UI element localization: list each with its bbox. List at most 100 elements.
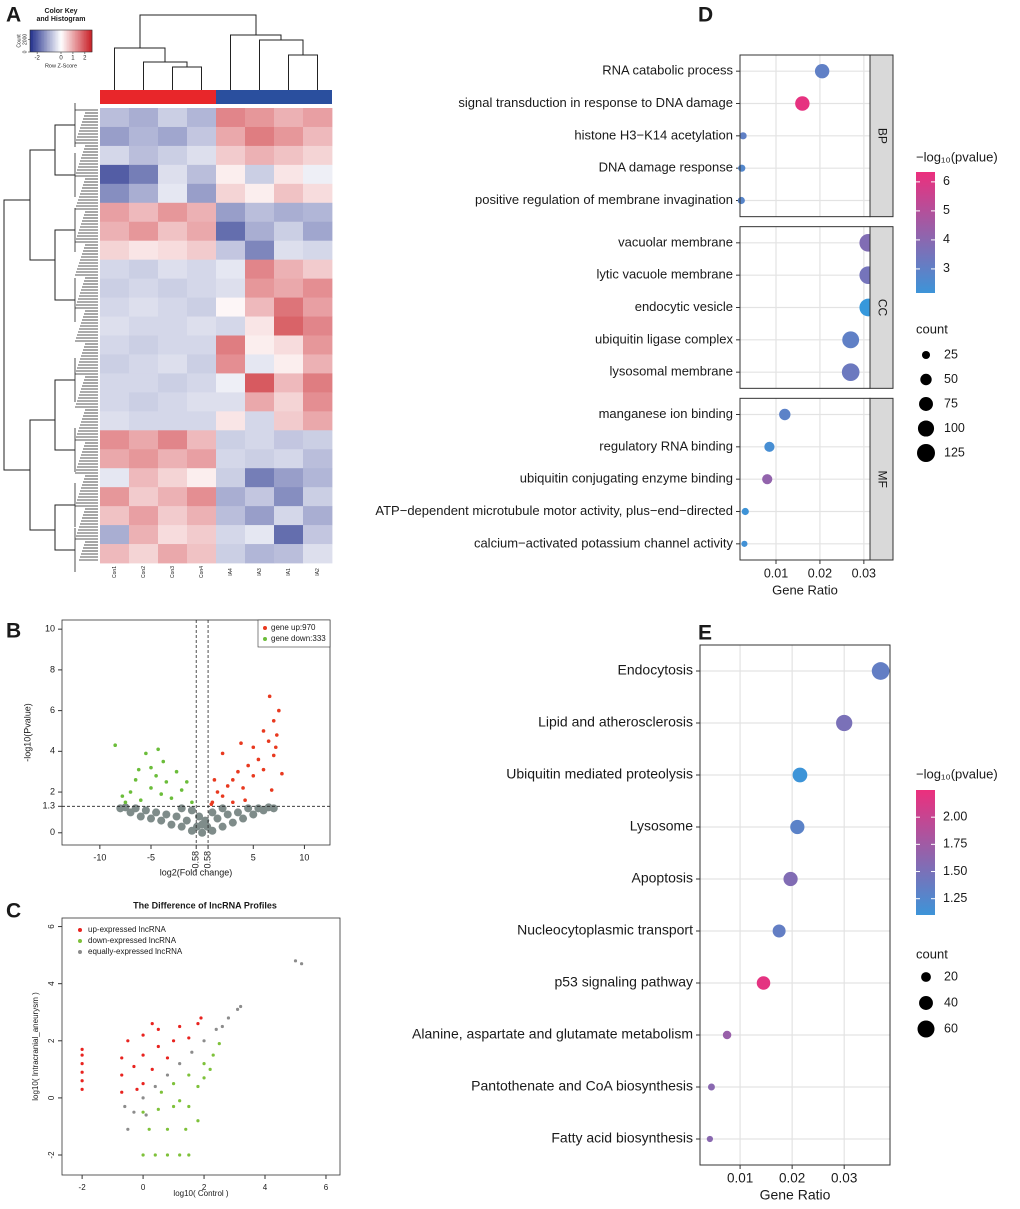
point (202, 1062, 206, 1066)
dot (756, 976, 771, 990)
point (231, 778, 235, 782)
heatmap-cell (274, 145, 304, 166)
point (178, 1099, 182, 1103)
color-bar-label: 2.00 (943, 809, 967, 823)
x-tick-label: 0.02 (808, 566, 832, 580)
legend-marker (263, 637, 267, 641)
point (156, 1107, 160, 1111)
color-key-swatch (71, 30, 74, 52)
point (128, 790, 133, 794)
point (213, 814, 222, 823)
point (243, 798, 247, 803)
heatmap-cell (303, 544, 333, 564)
heatmap-cell (158, 240, 188, 261)
point (220, 794, 225, 798)
heatmap-cell (245, 316, 275, 336)
point (178, 1024, 182, 1029)
color-key-swatch (67, 30, 70, 52)
color-key-swatch (62, 30, 65, 52)
x-tick-label: 6 (324, 1183, 329, 1192)
point (198, 820, 207, 829)
y-tick-label: 6 (47, 924, 56, 929)
heatmap-cell (129, 259, 159, 280)
heatmap-cell (274, 487, 304, 507)
y-axis-label: log10( Intracranial_aneurysm ) (31, 992, 40, 1101)
point (172, 812, 181, 821)
heatmap-cell (274, 430, 304, 450)
size-legend-title: count (916, 321, 948, 336)
panel-letter: C (6, 900, 21, 923)
heatmap-cell (129, 525, 159, 545)
y-tick-label: 0 (50, 827, 55, 837)
color-key-swatch (65, 30, 68, 52)
heatmap-cell (274, 449, 304, 469)
legend-label: up-expressed lncRNA (88, 925, 166, 934)
color-key-swatch (73, 30, 76, 52)
heatmap-cell (100, 164, 130, 185)
heatmap-cell (245, 164, 275, 185)
column-label: IA3 (257, 568, 263, 576)
dot (841, 363, 860, 381)
heatmap-cell (100, 316, 130, 336)
heatmap-cell (100, 183, 130, 204)
point (121, 803, 130, 812)
heatmap-cell (187, 506, 217, 526)
heatmap-cell (129, 202, 159, 223)
point (120, 794, 125, 798)
heatmap-cell (274, 297, 304, 317)
point (220, 1024, 224, 1029)
x-tick-label: 5 (251, 852, 256, 862)
x-tick-label: 0.02 (779, 1171, 805, 1186)
point (171, 1104, 176, 1109)
point (144, 751, 148, 756)
heatmap-cell (100, 202, 130, 223)
panel-letter: A (6, 4, 21, 27)
heatmap-cell (129, 335, 159, 355)
heatmap-cell (158, 183, 188, 204)
y-axis-label: -log10(Pvalue) (22, 703, 32, 762)
point (147, 1127, 151, 1131)
x-tick-label: 0.03 (831, 1171, 857, 1186)
heatmap-cell (187, 240, 217, 261)
heatmap-cell (187, 487, 217, 507)
heatmap-cell (100, 221, 130, 242)
heatmap-cell (100, 145, 130, 166)
heatmap-cell (245, 449, 275, 469)
size-legend-marker (919, 397, 933, 411)
point (233, 808, 242, 817)
point (251, 773, 256, 778)
size-legend-marker (917, 444, 935, 462)
point (249, 810, 258, 819)
heatmap-cell (245, 297, 275, 317)
heatmap-cell (303, 392, 333, 412)
panel-letter: E (698, 622, 712, 645)
heatmap-cell (158, 202, 188, 223)
dot (779, 408, 791, 421)
point (80, 1070, 84, 1074)
point (141, 1053, 145, 1057)
heatmap-cell (303, 164, 333, 185)
panel-letter: B (6, 620, 21, 643)
heatmap-cell (274, 525, 304, 545)
heatmap-cell (100, 259, 130, 280)
heatmap-cell (187, 392, 217, 412)
legend-label: gene down:333 (271, 634, 326, 643)
color-key-swatch (37, 30, 40, 52)
point (277, 708, 281, 713)
heatmap-cell (245, 183, 275, 204)
color-key-swatch (81, 30, 83, 52)
x-tick-label: -0.58 (191, 851, 201, 872)
category-label: signal transduction in response to DNA d… (458, 95, 733, 110)
x-axis-label: Gene Ratio (772, 582, 838, 597)
category-label: vacuolar membrane (618, 234, 733, 249)
point (261, 729, 266, 733)
heatmap-cell (187, 468, 217, 488)
color-key-swatch (51, 30, 54, 52)
point (241, 786, 245, 790)
dot (814, 63, 830, 79)
heatmap-cell (100, 487, 130, 507)
size-legend-title: count (916, 946, 948, 961)
dot (842, 331, 860, 349)
heatmap-cell (158, 411, 188, 431)
